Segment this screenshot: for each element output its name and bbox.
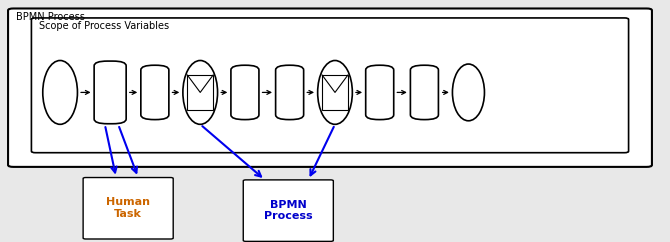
Ellipse shape (43, 60, 78, 124)
FancyBboxPatch shape (231, 65, 259, 120)
FancyBboxPatch shape (8, 8, 652, 167)
Text: Scope of Process Variables: Scope of Process Variables (40, 22, 170, 31)
Ellipse shape (452, 64, 484, 121)
Text: BPMN Process: BPMN Process (16, 12, 85, 22)
FancyBboxPatch shape (366, 65, 394, 120)
FancyBboxPatch shape (31, 18, 628, 153)
FancyBboxPatch shape (94, 61, 126, 124)
FancyBboxPatch shape (322, 75, 348, 110)
FancyBboxPatch shape (243, 180, 334, 241)
Ellipse shape (318, 60, 352, 124)
FancyBboxPatch shape (83, 178, 174, 239)
FancyBboxPatch shape (187, 75, 213, 110)
Text: BPMN
Process: BPMN Process (264, 200, 313, 221)
FancyBboxPatch shape (141, 65, 169, 120)
Ellipse shape (183, 60, 218, 124)
Text: Human
Task: Human Task (106, 197, 150, 219)
FancyBboxPatch shape (275, 65, 304, 120)
FancyBboxPatch shape (411, 65, 438, 120)
